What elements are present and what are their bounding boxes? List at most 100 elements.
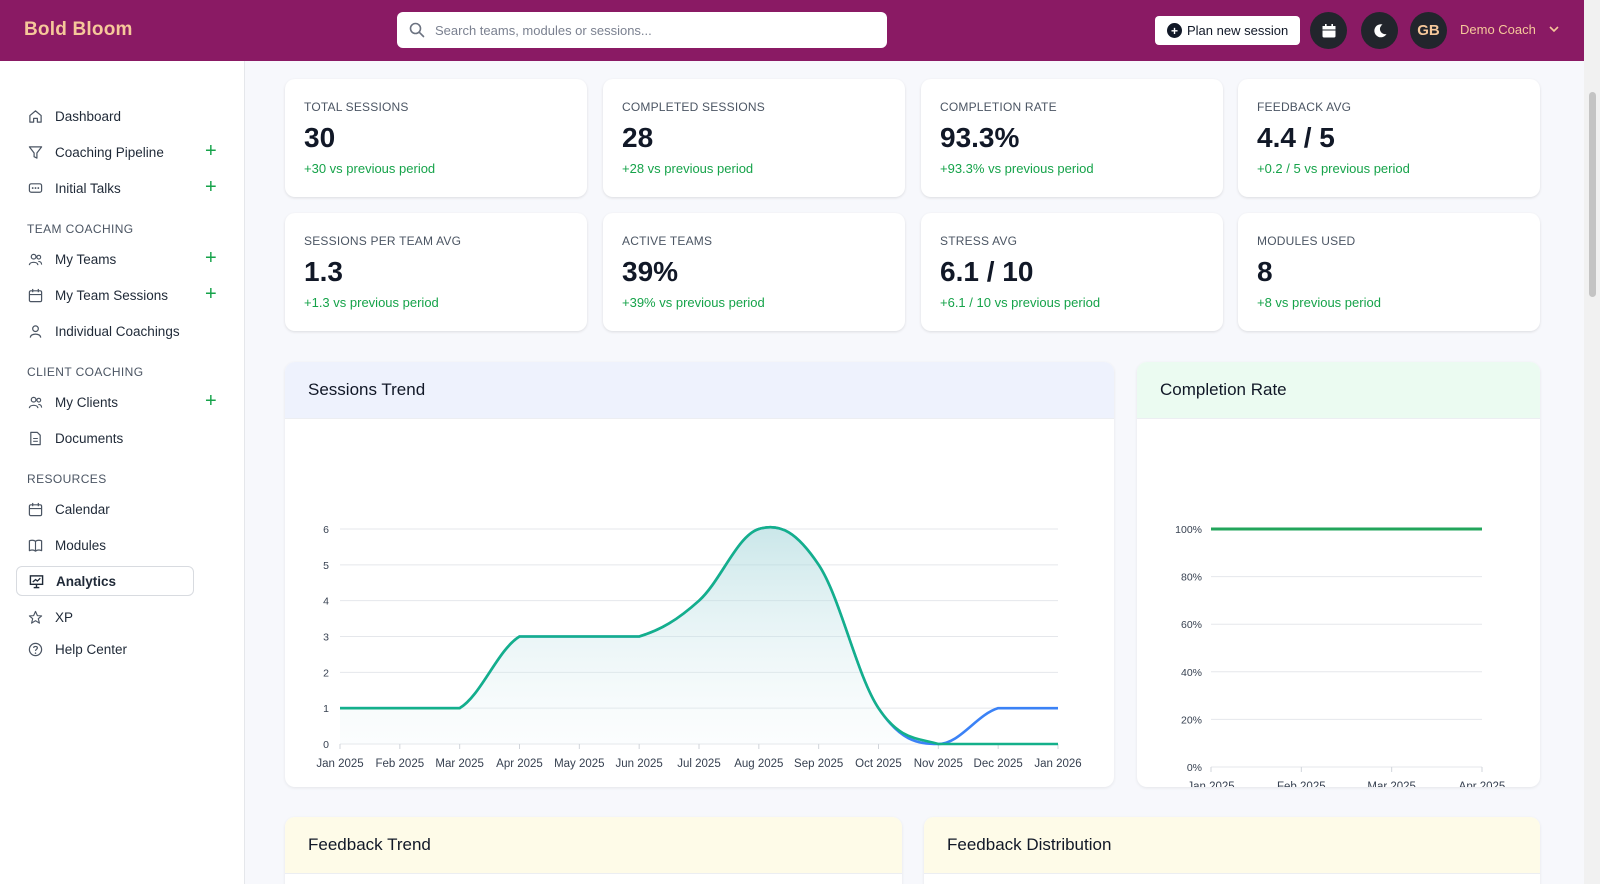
x-tick-label: Sep 2025 <box>794 758 843 770</box>
plan-new-session-label: Plan new session <box>1187 23 1289 38</box>
stat-value: 28 <box>622 122 654 153</box>
x-tick-label: Jan 2025 <box>316 758 363 770</box>
stat-delta: +93.3% vs previous period <box>940 161 1094 176</box>
sidebar-item-label: Modules <box>55 537 107 553</box>
dark-mode-toggle[interactable] <box>1361 12 1398 49</box>
sidebar-item-label: Analytics <box>56 573 117 589</box>
x-tick-label: Nov 2025 <box>914 758 963 770</box>
feedback-trend-title: Feedback Trend <box>285 817 902 874</box>
sidebar-item-xp[interactable]: XP <box>16 602 194 632</box>
top-bar: Bold Bloom + Plan new session GB Demo Co… <box>0 0 1584 61</box>
sidebar-item-label: Help Center <box>55 641 128 657</box>
stat-value: 4.4 / 5 <box>1257 122 1335 153</box>
stat-label: FEEDBACK AVG <box>1257 100 1352 114</box>
x-tick-label: Jul 2025 <box>677 758 720 770</box>
stat-card-completed-sessions: COMPLETED SESSIONS 28 +28 vs previous pe… <box>603 79 905 197</box>
stat-value: 93.3% <box>940 122 1020 153</box>
user-menu-name[interactable]: Demo Coach <box>1460 22 1536 37</box>
sidebar-item-analytics[interactable]: Analytics <box>16 566 194 596</box>
search-icon <box>409 22 425 38</box>
scrollbar-track[interactable] <box>1584 0 1600 884</box>
sidebar-item-label: My Team Sessions <box>55 287 169 303</box>
sidebar-item-label: Dashboard <box>55 108 122 124</box>
x-tick-label: Feb 2025 <box>376 758 425 770</box>
completion-rate-title: Completion Rate <box>1137 362 1540 419</box>
sidebar: Dashboard Coaching Pipeline + Initial Ta… <box>0 61 245 884</box>
sidebar-item-label: Individual Coachings <box>55 323 180 339</box>
sessions-trend-panel: Sessions Trend 0 1 2 3 4 5 6 Jan 2025 Feb 2025 Ma… <box>285 362 1114 787</box>
brand-logo[interactable]: Bold Bloom <box>24 19 133 40</box>
stat-label: TOTAL SESSIONS <box>304 100 409 114</box>
sidebar-item-my-team-sessions[interactable]: My Team Sessions <box>16 280 194 310</box>
stat-delta: +30 vs previous period <box>304 161 436 176</box>
chevron-down-icon[interactable] <box>1548 23 1560 35</box>
y-tick-label: 3 <box>323 632 329 644</box>
sidebar-item-modules[interactable]: Modules <box>16 530 194 560</box>
search-input[interactable] <box>435 22 875 38</box>
sessions-trend-chart: 0 1 2 3 4 5 6 Jan 2025 Feb 2025 Mar 2025 Apr 2025 M… <box>316 524 1081 770</box>
calendar-icon <box>27 501 43 517</box>
x-tick-label: Oct 2025 <box>855 758 902 770</box>
user-icon <box>27 323 43 339</box>
moon-icon <box>1373 23 1386 37</box>
x-tick-label: Jan 2025 <box>1187 781 1234 787</box>
calendar-icon <box>27 287 43 303</box>
sidebar-item-documents[interactable]: Documents <box>16 423 194 453</box>
calendar-button[interactable] <box>1310 12 1347 49</box>
search-box[interactable] <box>397 12 887 48</box>
sessions-trend-title: Sessions Trend <box>285 362 1114 419</box>
sidebar-item-label: My Teams <box>55 251 117 267</box>
sidebar-item-individual-coachings[interactable]: Individual Coachings <box>16 316 194 346</box>
feedback-distribution-panel: Feedback Distribution <box>924 817 1540 884</box>
sidebar-item-calendar[interactable]: Calendar <box>16 494 194 524</box>
stat-value: 30 <box>304 122 336 153</box>
stat-card-modules-used: MODULES USED 8 +8 vs previous period <box>1238 213 1540 331</box>
stat-card-feedback-avg: FEEDBACK AVG 4.4 / 5 +0.2 / 5 vs previou… <box>1238 79 1540 197</box>
stat-label: MODULES USED <box>1257 234 1356 248</box>
x-tick-label: Apr 2025 <box>496 758 543 770</box>
x-tick-label: Jan 2026 <box>1034 758 1081 770</box>
calendar-icon <box>1322 23 1335 37</box>
x-tick-label: Mar 2025 <box>435 758 484 770</box>
y-tick-label: 60% <box>1181 619 1202 631</box>
add-initial-talk-button[interactable]: + <box>205 176 217 198</box>
sidebar-item-label: XP <box>55 609 74 625</box>
x-tick-label: Apr 2025 <box>1459 781 1506 787</box>
plus-circle-icon: + <box>1167 23 1182 38</box>
sidebar-item-my-clients[interactable]: My Clients <box>16 387 194 417</box>
series-line-completed <box>340 525 1058 746</box>
stat-label: STRESS AVG <box>940 234 1018 248</box>
sidebar-item-coaching-pipeline[interactable]: Coaching Pipeline <box>16 137 194 167</box>
add-pipeline-button[interactable]: + <box>205 140 217 162</box>
stat-card-active-teams: ACTIVE TEAMS 39% +39% vs previous period <box>603 213 905 331</box>
presentation-chart-icon <box>28 573 44 589</box>
section-resources: RESOURCES <box>27 472 107 486</box>
add-team-session-button[interactable]: + <box>205 283 217 305</box>
x-tick-label: Dec 2025 <box>974 758 1023 770</box>
sidebar-item-help-center[interactable]: Help Center <box>16 634 194 664</box>
help-circle-icon <box>27 641 43 657</box>
stat-card-completion-rate: COMPLETION RATE 93.3% +93.3% vs previous… <box>921 79 1223 197</box>
section-client-coaching: CLIENT COACHING <box>27 365 144 379</box>
add-client-button[interactable]: + <box>205 390 217 412</box>
y-tick-label: 0 <box>323 739 329 751</box>
sidebar-item-label: Coaching Pipeline <box>55 144 164 160</box>
stat-label: COMPLETION RATE <box>940 100 1057 114</box>
sidebar-item-dashboard[interactable]: Dashboard <box>16 101 194 131</box>
scrollbar-thumb[interactable] <box>1589 92 1596 297</box>
stat-card-stress-avg: STRESS AVG 6.1 / 10 +6.1 / 10 vs previou… <box>921 213 1223 331</box>
stat-label: SESSIONS PER TEAM AVG <box>304 234 462 248</box>
stat-card-total-sessions: TOTAL SESSIONS 30 +30 vs previous period <box>285 79 587 197</box>
stat-delta: +1.3 vs previous period <box>304 295 439 310</box>
avatar[interactable]: GB <box>1410 12 1447 49</box>
chat-icon <box>27 180 43 196</box>
y-tick-label: 80% <box>1181 572 1202 584</box>
stat-delta: +28 vs previous period <box>622 161 754 176</box>
sidebar-item-my-teams[interactable]: My Teams <box>16 244 194 274</box>
sidebar-item-initial-talks[interactable]: Initial Talks <box>16 173 194 203</box>
completed-area <box>340 527 1058 744</box>
add-team-button[interactable]: + <box>205 247 217 269</box>
sidebar-item-label: Calendar <box>55 501 110 517</box>
stat-delta: +0.2 / 5 vs previous period <box>1257 161 1410 176</box>
plan-new-session-button[interactable]: + Plan new session <box>1155 16 1301 45</box>
